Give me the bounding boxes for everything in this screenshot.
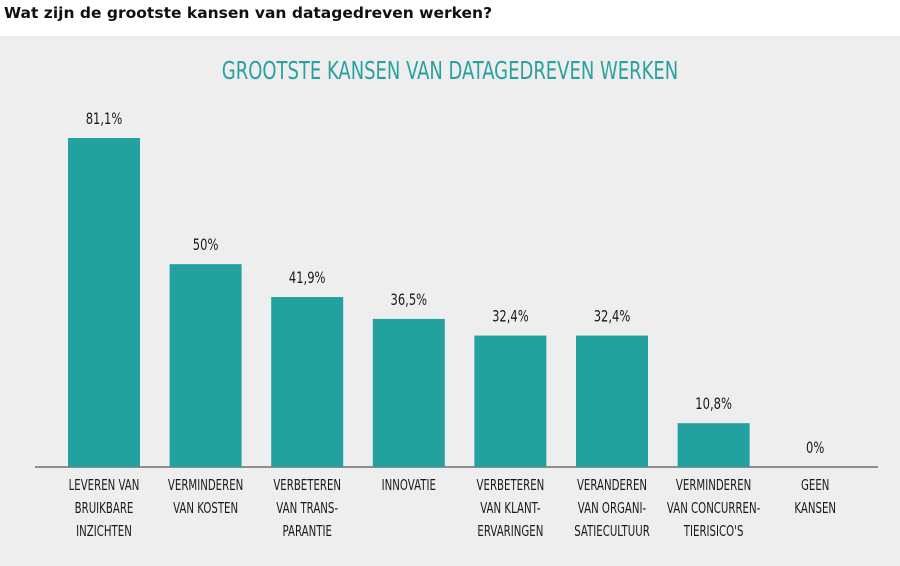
bar (474, 335, 547, 467)
category-label: VERMINDEREN (168, 477, 243, 495)
bar (576, 335, 648, 467)
category-label: VAN KLANT- (480, 500, 540, 518)
chart-panel (0, 36, 900, 566)
bar (68, 138, 140, 467)
category-label: VAN TRANS- (276, 500, 338, 518)
question-heading: Wat zijn de grootste kansen van datagedr… (4, 4, 493, 22)
data-label: 32,4% (492, 308, 529, 326)
category-label: PARANTIE (283, 523, 332, 541)
bar (169, 264, 242, 467)
category-label: VAN CONCURREN- (667, 500, 760, 518)
category-label: VERBETEREN (477, 477, 545, 495)
category-label: INNOVATIE (382, 477, 436, 495)
category-label: BRUIKBARE (75, 500, 134, 518)
category-label: INZICHTEN (76, 523, 132, 541)
category-label: VERBETEREN (273, 477, 341, 495)
category-label: LEVEREN VAN (69, 477, 140, 495)
chart-title: GROOTSTE KANSEN VAN DATAGEDREVEN WERKEN (222, 57, 678, 86)
data-label: 10,8% (695, 395, 732, 413)
data-label: 36,5% (391, 291, 428, 309)
category-label: VAN ORGANI- (578, 500, 646, 518)
category-label: VAN KOSTEN (173, 500, 238, 518)
data-label: 41,9% (289, 269, 326, 287)
category-label: KANSEN (794, 500, 836, 518)
data-label: 32,4% (594, 308, 631, 326)
category-label: VERANDEREN (577, 477, 647, 495)
category-label: VERMINDEREN (676, 477, 751, 495)
category-label: TIERISICO'S (683, 523, 743, 541)
data-label: 0% (806, 439, 824, 457)
bar (372, 318, 445, 467)
category-label: GEEN (801, 477, 829, 495)
category-label: ERVARINGEN (477, 523, 543, 541)
bar (677, 423, 750, 467)
data-label: 81,1% (86, 110, 123, 128)
bar (271, 297, 344, 467)
data-label: 50% (193, 236, 219, 254)
category-label: SATIECULTUUR (574, 523, 650, 541)
